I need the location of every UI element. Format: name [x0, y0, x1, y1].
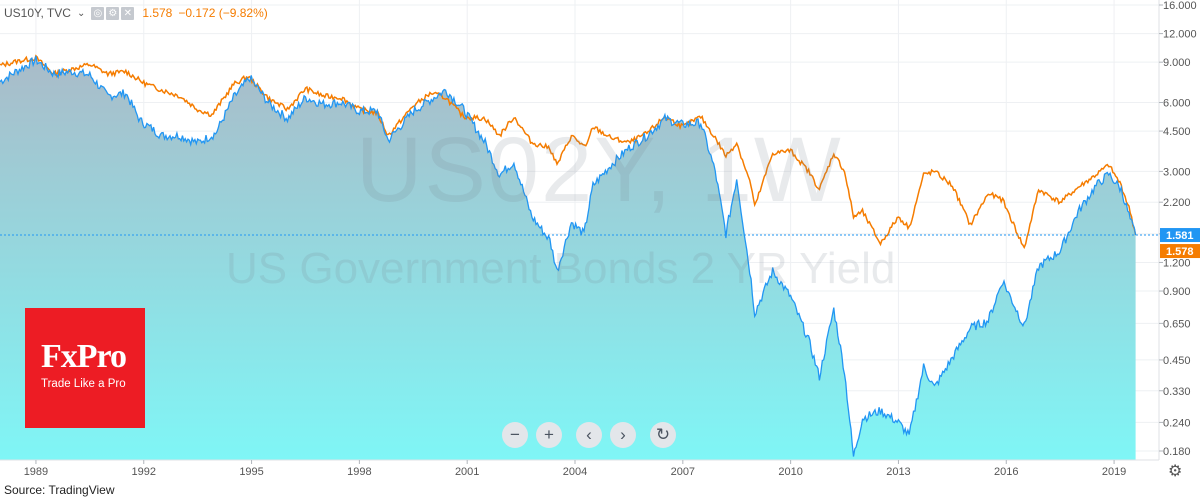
x-tick-label: 2001: [455, 466, 479, 478]
us02y-last-label: 1.581: [1166, 230, 1194, 242]
settings-icon[interactable]: ⚙: [106, 6, 120, 20]
x-tick-label: 2007: [671, 466, 695, 478]
fxpro-logo: FxPro Trade Like a Pro: [25, 308, 145, 428]
zoom-out-button[interactable]: −: [502, 422, 528, 448]
chart-navigation: − + ‹ › ↻: [502, 422, 684, 448]
legend-value: 1.578: [142, 6, 173, 20]
us10y-last-label-bg: [1160, 244, 1200, 259]
legend-symbol[interactable]: US10Y, TVC: [4, 6, 71, 20]
x-tick-label: 2004: [563, 466, 587, 478]
us02y-area-fill: [0, 56, 1136, 460]
us10y-line: [0, 54, 1137, 250]
gear-icon[interactable]: ⚙: [1168, 463, 1183, 480]
y-tick-label: 9.000: [1163, 57, 1191, 69]
x-tick-label: 1998: [347, 466, 371, 478]
y-tick-label: 0.900: [1163, 286, 1191, 298]
y-tick-label: 12.000: [1163, 29, 1197, 41]
us10y-last-label: 1.578: [1166, 246, 1194, 258]
source-caption: Source: TradingView: [4, 483, 115, 497]
x-tick-label: 2016: [994, 466, 1018, 478]
visibility-icon[interactable]: ◎: [91, 6, 105, 20]
last-value-labels: 1.581 1.578: [1160, 228, 1200, 259]
x-tick-label: 1992: [132, 466, 156, 478]
logo-tagline: Trade Like a Pro: [41, 378, 126, 390]
scroll-right-button[interactable]: ›: [610, 422, 636, 448]
logo-brand: FxPro: [41, 338, 127, 375]
chevron-down-icon[interactable]: ⌄: [76, 7, 86, 19]
x-tick-label: 1995: [239, 466, 263, 478]
y-tick-label: 6.000: [1163, 97, 1191, 109]
x-tick-label: 2013: [886, 466, 910, 478]
close-icon[interactable]: ✕: [121, 6, 135, 20]
y-tick-label: 1.200: [1163, 257, 1191, 269]
price-axis: 16.00012.0009.0006.0004.5003.0002.2001.6…: [1159, 0, 1197, 458]
scroll-left-button[interactable]: ‹: [576, 422, 602, 448]
y-tick-label: 2.200: [1163, 197, 1191, 209]
legend-change: −0.172 (−9.82%): [178, 6, 268, 20]
zoom-in-button[interactable]: +: [536, 422, 562, 448]
time-axis: 1989 1992 1995 1998 2001 2004 2007 2010 2013 2016…: [24, 460, 1126, 478]
y-tick-label: 0.450: [1163, 355, 1191, 367]
y-tick-label: 0.650: [1163, 318, 1191, 330]
y-tick-label: 3.000: [1163, 166, 1191, 178]
y-tick-label: 16.000: [1163, 0, 1197, 12]
y-tick-label: 0.240: [1163, 417, 1191, 429]
us02y-line: [0, 55, 1137, 457]
y-tick-label: 0.180: [1163, 446, 1191, 458]
y-tick-label: 0.330: [1163, 386, 1191, 398]
x-tick-label: 2019: [1102, 466, 1126, 478]
x-tick-label: 1989: [24, 466, 48, 478]
x-tick-label: 2010: [778, 466, 802, 478]
us02y-last-label-bg: [1160, 228, 1200, 243]
y-tick-label: 4.500: [1163, 126, 1191, 138]
reset-chart-button[interactable]: ↻: [650, 422, 676, 448]
series-legend: US10Y, TVC ⌄ ◎ ⚙ ✕ 1.578 −0.172 (−9.82%): [4, 3, 268, 23]
